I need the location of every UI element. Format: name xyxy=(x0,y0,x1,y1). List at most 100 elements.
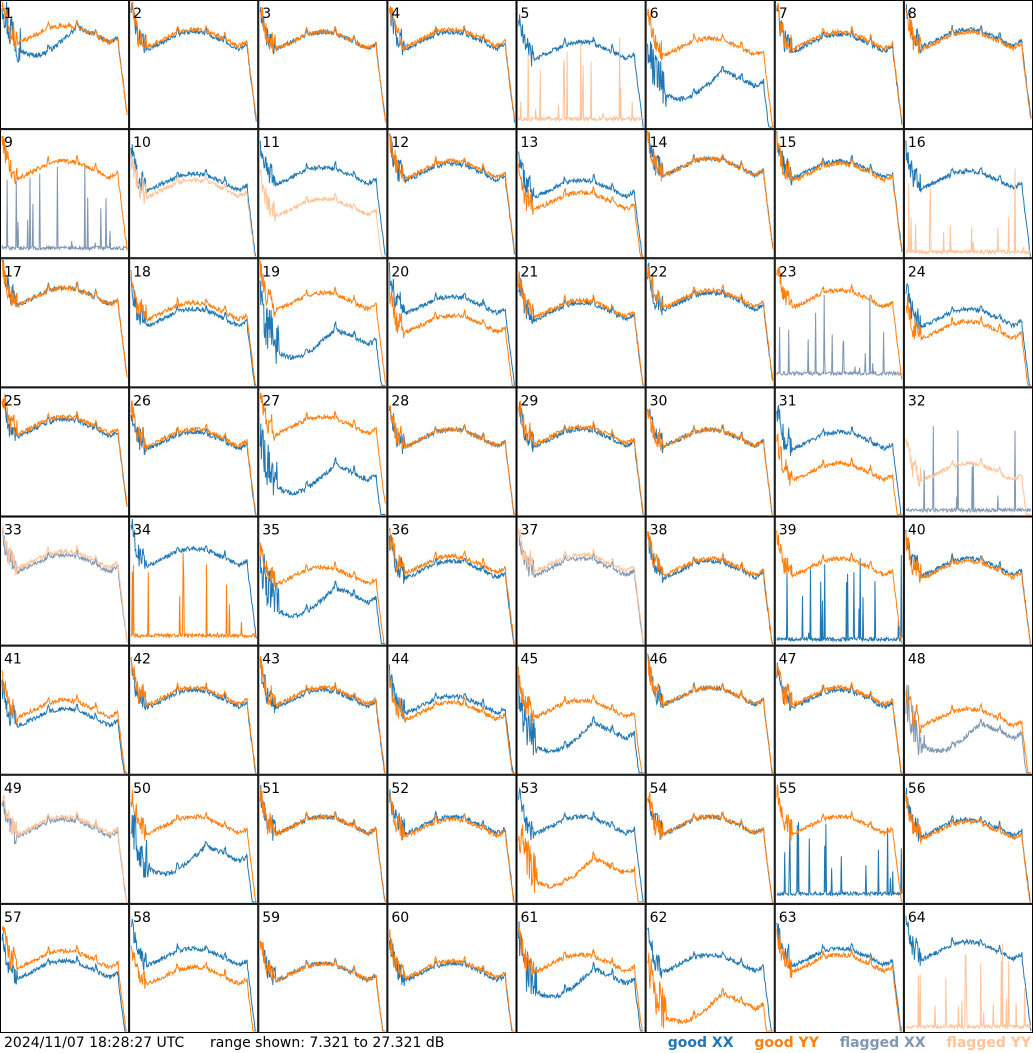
panel-4: 4 xyxy=(387,0,517,130)
panel-label: 52 xyxy=(391,781,409,797)
panel-label: 7 xyxy=(779,6,788,22)
series-xx-60 xyxy=(388,937,515,1032)
panel-frame xyxy=(645,387,775,517)
panel-15: 15 xyxy=(774,129,904,259)
series-yy-53 xyxy=(518,824,644,903)
panel-frame xyxy=(645,0,775,130)
panel-61: 61 xyxy=(516,903,646,1033)
series-xx-13 xyxy=(518,151,644,257)
panel-37: 37 xyxy=(516,516,646,646)
panel-38: 38 xyxy=(645,516,775,646)
panel-frame xyxy=(0,387,130,517)
panel-label: 1 xyxy=(4,6,13,22)
series-yy-24 xyxy=(905,294,1031,386)
panel-frame xyxy=(774,0,904,130)
panel-label: 34 xyxy=(133,523,151,539)
series-xx-62 xyxy=(647,927,773,1032)
panel-frame xyxy=(903,0,1033,130)
panel-57: 57 xyxy=(0,903,130,1033)
series-yy-6 xyxy=(647,8,774,128)
legend-good-xx: good XX xyxy=(667,1035,734,1051)
series-xx-11 xyxy=(259,140,386,256)
series-yy-10 xyxy=(130,153,257,257)
panel-label: 29 xyxy=(521,393,539,409)
panel-47: 47 xyxy=(774,645,904,775)
panel-64: 64 xyxy=(903,903,1033,1033)
legend-flagged-xx: flagged XX xyxy=(839,1035,926,1051)
series-yy-9 xyxy=(1,135,128,251)
panel-frame xyxy=(645,774,775,904)
panel-8: 8 xyxy=(903,0,1033,130)
panel-5: 5 xyxy=(516,0,646,130)
panel-label: 10 xyxy=(133,135,151,151)
panel-label: 53 xyxy=(521,781,539,797)
panel-56: 56 xyxy=(903,774,1033,904)
panel-label: 40 xyxy=(908,523,926,539)
series-xx-58 xyxy=(130,918,257,1032)
series-xx-23 xyxy=(776,295,903,377)
series-yy-49 xyxy=(1,794,128,903)
panel-42: 42 xyxy=(129,645,259,775)
series-yy-56 xyxy=(905,794,1031,903)
series-yy-8 xyxy=(905,7,1032,119)
series-yy-63 xyxy=(776,928,902,1032)
panel-frame xyxy=(129,0,259,130)
series-xx-44 xyxy=(388,664,515,774)
series-xx-41 xyxy=(1,679,128,774)
panel-41: 41 xyxy=(0,645,130,775)
panel-label: 56 xyxy=(908,781,926,797)
series-yy-46 xyxy=(647,653,774,773)
series-xx-63 xyxy=(776,922,903,1032)
panel-frame xyxy=(258,387,388,517)
panel-frame xyxy=(903,645,1033,775)
panel-46: 46 xyxy=(645,645,775,775)
panel-frame xyxy=(516,129,646,259)
panel-frame xyxy=(258,129,388,259)
panel-frame xyxy=(774,516,904,646)
panel-frame xyxy=(258,774,388,904)
panel-frame xyxy=(129,387,259,517)
panel-label: 60 xyxy=(391,910,409,926)
panel-40: 40 xyxy=(903,516,1033,646)
panel-label: 6 xyxy=(650,6,659,22)
panel-frame xyxy=(0,0,130,130)
series-xx-49 xyxy=(1,800,128,903)
panel-63: 63 xyxy=(774,903,904,1033)
panel-33: 33 xyxy=(0,516,130,646)
panel-frame xyxy=(774,387,904,517)
series-xx-37 xyxy=(518,530,645,644)
series-yy-60 xyxy=(388,929,515,1032)
legend: good XX good YY flagged XX flagged YY xyxy=(652,1034,1031,1052)
series-xx-7 xyxy=(776,5,903,125)
panel-52: 52 xyxy=(387,774,517,904)
panel-19: 19 xyxy=(258,258,388,388)
panel-label: 59 xyxy=(262,910,280,926)
panel-label: 25 xyxy=(4,393,22,409)
panel-label: 19 xyxy=(262,264,280,280)
series-yy-54 xyxy=(647,791,773,903)
series-yy-21 xyxy=(518,271,645,386)
panel-frame xyxy=(387,129,517,259)
panel-9: 9 xyxy=(0,129,130,259)
series-yy-16 xyxy=(905,168,1032,256)
legend-good-yy: good YY xyxy=(754,1035,819,1051)
series-xx-19 xyxy=(259,280,386,386)
panel-50: 50 xyxy=(129,774,259,904)
series-yy-40 xyxy=(905,532,1032,645)
range-label: range shown: 7.321 to 27.321 dB xyxy=(210,1035,445,1051)
series-xx-39 xyxy=(776,554,903,643)
panel-23: 23 xyxy=(774,258,904,388)
panel-16: 16 xyxy=(903,129,1033,259)
series-yy-55 xyxy=(776,784,903,903)
panel-label: 11 xyxy=(262,135,280,151)
panel-27: 27 xyxy=(258,387,388,517)
panel-label: 43 xyxy=(262,652,280,668)
series-yy-51 xyxy=(259,789,386,903)
panel-frame xyxy=(387,645,517,775)
panel-frame xyxy=(0,774,130,904)
panel-label: 20 xyxy=(391,264,409,280)
panel-frame xyxy=(516,774,646,904)
panel-3: 3 xyxy=(258,0,388,130)
panel-label: 63 xyxy=(779,910,797,926)
panel-53: 53 xyxy=(516,774,646,904)
